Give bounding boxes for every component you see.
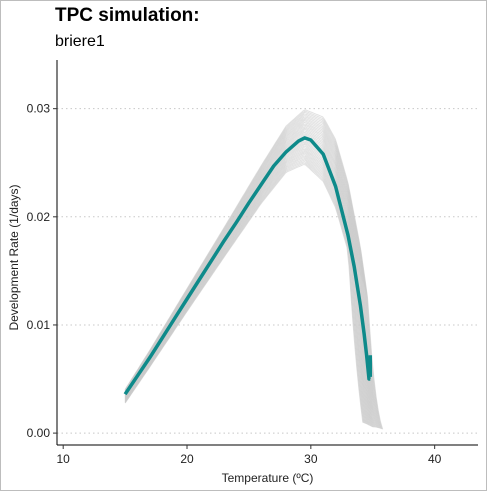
simulation-curve <box>124 109 384 430</box>
y-tick-label-1: 0.01 <box>27 318 51 332</box>
chart-title: TPC simulation: <box>55 5 200 26</box>
simulation-curve <box>124 127 377 428</box>
simulation-curve <box>124 113 382 429</box>
x-tick-label-3: 40 <box>428 452 442 466</box>
x-tick-label-2: 30 <box>304 452 318 466</box>
chart-subtitle: briere1 <box>55 33 105 50</box>
x-axis-label: Temperature (ºC) <box>222 471 314 485</box>
simulation-curves <box>124 109 384 430</box>
tick-labels: 10 20 30 40 0.00 0.01 0.02 0.03 <box>27 102 442 466</box>
y-tick-label-3: 0.03 <box>27 102 51 116</box>
simulation-curve <box>124 111 383 430</box>
main-fit-curve <box>123 136 373 396</box>
axes <box>56 60 478 446</box>
y-axis-label: Development Rate (1/days) <box>7 184 21 330</box>
x-tick-label-0: 10 <box>57 452 71 466</box>
simulation-curve <box>124 110 383 430</box>
y-tick-label-0: 0.00 <box>27 426 51 440</box>
main-fit-line <box>123 136 371 396</box>
y-tick-label-2: 0.02 <box>27 210 51 224</box>
x-tick-label-1: 20 <box>180 452 194 466</box>
